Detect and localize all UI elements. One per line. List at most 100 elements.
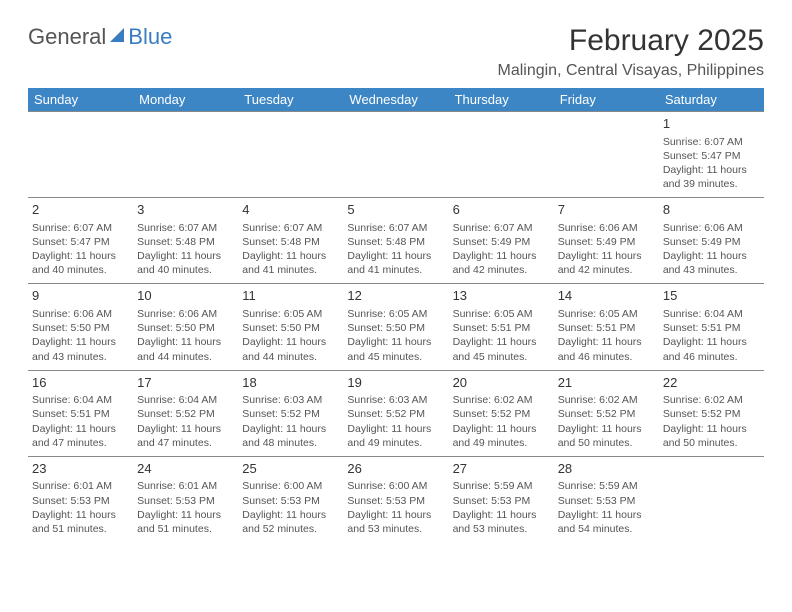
- day-details: Sunrise: 6:04 AMSunset: 5:51 PMDaylight:…: [32, 393, 129, 450]
- day-details: Sunrise: 5:59 AMSunset: 5:53 PMDaylight:…: [558, 479, 655, 536]
- day-details: Sunrise: 6:04 AMSunset: 5:51 PMDaylight:…: [663, 307, 760, 364]
- day-number: 16: [32, 374, 129, 392]
- calendar-cell: 11 Sunrise: 6:05 AMSunset: 5:50 PMDayligh…: [238, 284, 343, 370]
- day-details: Sunrise: 6:03 AMSunset: 5:52 PMDaylight:…: [242, 393, 339, 450]
- calendar-cell: 15Sunrise: 6:04 AMSunset: 5:51 PMDayligh…: [659, 284, 764, 370]
- day-number: 2: [32, 201, 129, 219]
- day-number: 25: [242, 460, 339, 478]
- calendar-cell: [238, 112, 343, 198]
- calendar-cell: 16Sunrise: 6:04 AMSunset: 5:51 PMDayligh…: [28, 370, 133, 456]
- calendar-cell: 21Sunrise: 6:02 AMSunset: 5:52 PMDayligh…: [554, 370, 659, 456]
- day-details: Sunrise: 6:05 AMSunset: 5:50 PMDaylight:…: [242, 307, 339, 364]
- calendar-cell: 4 Sunrise: 6:07 AMSunset: 5:48 PMDaylight…: [238, 198, 343, 284]
- day-number: 5: [347, 201, 444, 219]
- day-details: Sunrise: 6:02 AMSunset: 5:52 PMDaylight:…: [663, 393, 760, 450]
- calendar-cell: 1 Sunrise: 6:07 AMSunset: 5:47 PMDaylight…: [659, 112, 764, 198]
- day-header: Saturday: [659, 88, 764, 112]
- day-header: Friday: [554, 88, 659, 112]
- day-header: Sunday: [28, 88, 133, 112]
- day-number: 9: [32, 287, 129, 305]
- location-subtitle: Malingin, Central Visayas, Philippines: [497, 62, 764, 80]
- day-details: Sunrise: 6:07 AMSunset: 5:48 PMDaylight:…: [347, 221, 444, 278]
- calendar-cell: [133, 112, 238, 198]
- day-details: Sunrise: 6:05 AMSunset: 5:50 PMDaylight:…: [347, 307, 444, 364]
- calendar-cell: [554, 112, 659, 198]
- day-number: 10: [137, 287, 234, 305]
- calendar-table: Sunday Monday Tuesday Wednesday Thursday…: [28, 88, 764, 542]
- day-number: 11: [242, 287, 339, 305]
- day-number: 7: [558, 201, 655, 219]
- day-number: 21: [558, 374, 655, 392]
- calendar-cell: [28, 112, 133, 198]
- day-number: 12: [347, 287, 444, 305]
- day-details: Sunrise: 6:05 AMSunset: 5:51 PMDaylight:…: [453, 307, 550, 364]
- logo-triangle-icon: [110, 28, 124, 42]
- day-number: 24: [137, 460, 234, 478]
- day-details: Sunrise: 6:05 AMSunset: 5:51 PMDaylight:…: [558, 307, 655, 364]
- calendar-row: 16Sunrise: 6:04 AMSunset: 5:51 PMDayligh…: [28, 370, 764, 456]
- day-number: 13: [453, 287, 550, 305]
- day-details: Sunrise: 6:01 AMSunset: 5:53 PMDaylight:…: [137, 479, 234, 536]
- calendar-cell: 13 Sunrise: 6:05 AMSunset: 5:51 PMDayligh…: [449, 284, 554, 370]
- day-details: Sunrise: 6:02 AMSunset: 5:52 PMDaylight:…: [453, 393, 550, 450]
- calendar-cell: 27Sunrise: 5:59 AMSunset: 5:53 PMDayligh…: [449, 456, 554, 542]
- calendar-cell: [659, 456, 764, 542]
- day-details: Sunrise: 6:07 AMSunset: 5:48 PMDaylight:…: [242, 221, 339, 278]
- calendar-cell: 9Sunrise: 6:06 AMSunset: 5:50 PMDaylight…: [28, 284, 133, 370]
- day-number: 26: [347, 460, 444, 478]
- calendar-cell: 3Sunrise: 6:07 AMSunset: 5:48 PMDaylight…: [133, 198, 238, 284]
- calendar-row: 1 Sunrise: 6:07 AMSunset: 5:47 PMDaylight…: [28, 112, 764, 198]
- day-details: Sunrise: 6:03 AMSunset: 5:52 PMDaylight:…: [347, 393, 444, 450]
- day-details: Sunrise: 6:01 AMSunset: 5:53 PMDaylight:…: [32, 479, 129, 536]
- calendar-cell: 14 Sunrise: 6:05 AMSunset: 5:51 PMDayligh…: [554, 284, 659, 370]
- day-details: Sunrise: 6:06 AMSunset: 5:49 PMDaylight:…: [558, 221, 655, 278]
- day-details: Sunrise: 6:02 AMSunset: 5:52 PMDaylight:…: [558, 393, 655, 450]
- day-number: 14: [558, 287, 655, 305]
- calendar-cell: 7 Sunrise: 6:06 AMSunset: 5:49 PMDaylight…: [554, 198, 659, 284]
- day-details: Sunrise: 6:06 AMSunset: 5:50 PMDaylight:…: [137, 307, 234, 364]
- calendar-cell: 17Sunrise: 6:04 AMSunset: 5:52 PMDayligh…: [133, 370, 238, 456]
- calendar-row: 23Sunrise: 6:01 AMSunset: 5:53 PMDayligh…: [28, 456, 764, 542]
- day-details: Sunrise: 6:07 AMSunset: 5:47 PMDaylight:…: [663, 135, 760, 192]
- calendar-cell: 12 Sunrise: 6:05 AMSunset: 5:50 PMDayligh…: [343, 284, 448, 370]
- day-number: 6: [453, 201, 550, 219]
- day-number: 8: [663, 201, 760, 219]
- day-details: Sunrise: 6:04 AMSunset: 5:52 PMDaylight:…: [137, 393, 234, 450]
- day-number: 17: [137, 374, 234, 392]
- day-details: Sunrise: 6:07 AMSunset: 5:48 PMDaylight:…: [137, 221, 234, 278]
- calendar-cell: 28Sunrise: 5:59 AMSunset: 5:53 PMDayligh…: [554, 456, 659, 542]
- calendar-cell: 26Sunrise: 6:00 AMSunset: 5:53 PMDayligh…: [343, 456, 448, 542]
- day-header-row: Sunday Monday Tuesday Wednesday Thursday…: [28, 88, 764, 112]
- day-number: 28: [558, 460, 655, 478]
- calendar-cell: 18Sunrise: 6:03 AMSunset: 5:52 PMDayligh…: [238, 370, 343, 456]
- calendar-cell: 20Sunrise: 6:02 AMSunset: 5:52 PMDayligh…: [449, 370, 554, 456]
- day-number: 20: [453, 374, 550, 392]
- day-header: Wednesday: [343, 88, 448, 112]
- calendar-cell: 23Sunrise: 6:01 AMSunset: 5:53 PMDayligh…: [28, 456, 133, 542]
- day-number: 22: [663, 374, 760, 392]
- calendar-cell: 6 Sunrise: 6:07 AMSunset: 5:49 PMDaylight…: [449, 198, 554, 284]
- day-details: Sunrise: 6:07 AMSunset: 5:49 PMDaylight:…: [453, 221, 550, 278]
- day-header: Thursday: [449, 88, 554, 112]
- day-number: 4: [242, 201, 339, 219]
- calendar-cell: 19Sunrise: 6:03 AMSunset: 5:52 PMDayligh…: [343, 370, 448, 456]
- calendar-cell: 10 Sunrise: 6:06 AMSunset: 5:50 PMDayligh…: [133, 284, 238, 370]
- header: General Blue February 2025 Malingin, Cen…: [28, 24, 764, 80]
- day-number: 1: [663, 115, 760, 133]
- day-details: Sunrise: 6:06 AMSunset: 5:49 PMDaylight:…: [663, 221, 760, 278]
- calendar-cell: [343, 112, 448, 198]
- day-details: Sunrise: 5:59 AMSunset: 5:53 PMDaylight:…: [453, 479, 550, 536]
- calendar-cell: 8 Sunrise: 6:06 AMSunset: 5:49 PMDaylight…: [659, 198, 764, 284]
- calendar-row: 9 Sunrise: 6:06 AMSunset: 5:50 PMDaylight…: [28, 284, 764, 370]
- day-number: 18: [242, 374, 339, 392]
- title-block: February 2025 Malingin, Central Visayas,…: [497, 24, 764, 80]
- calendar-cell: [449, 112, 554, 198]
- day-header: Monday: [133, 88, 238, 112]
- day-number: 19: [347, 374, 444, 392]
- logo: General Blue: [28, 24, 172, 50]
- day-number: 27: [453, 460, 550, 478]
- day-number: 23: [32, 460, 129, 478]
- calendar-cell: 24Sunrise: 6:01 AMSunset: 5:53 PMDayligh…: [133, 456, 238, 542]
- day-header: Tuesday: [238, 88, 343, 112]
- day-details: Sunrise: 6:00 AMSunset: 5:53 PMDaylight:…: [242, 479, 339, 536]
